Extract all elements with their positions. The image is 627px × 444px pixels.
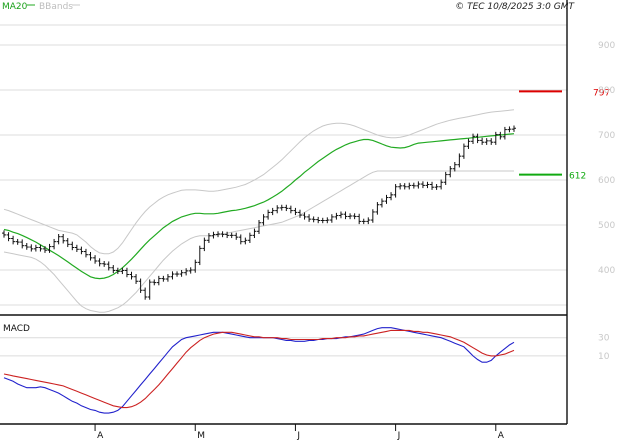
ma20-line-group	[3, 133, 515, 280]
price-y-tick-labels: 400 500 600 700 800 900	[598, 41, 615, 276]
price-y-tick-label: 400	[598, 266, 615, 276]
ma20-line	[3, 133, 515, 280]
price-y-tick-label: 500	[598, 221, 615, 231]
price-y-tick-label: 700	[598, 131, 615, 141]
price-y-tick-label: 800	[598, 86, 615, 96]
support-level-label: 612	[569, 172, 586, 182]
price-bars	[2, 125, 516, 300]
macd-y-tick-label: 10	[598, 352, 610, 362]
copyright-text: © TEC 10/8/2025 3:0 GMT	[455, 2, 575, 12]
legend-bbands: BBands	[39, 2, 73, 12]
bb-upper-line	[3, 109, 515, 255]
signal-line	[3, 329, 515, 409]
macd-y-tick-label: 30	[598, 334, 610, 344]
macd-line	[3, 327, 515, 414]
x-tick-label: A	[498, 431, 505, 440]
support-resistance-levels: 797 612	[519, 88, 610, 182]
macd-lines	[3, 327, 515, 414]
x-tick-label: J	[397, 431, 401, 440]
price-y-tick-label: 900	[598, 41, 615, 51]
macd-panel-title: MACD	[3, 324, 30, 334]
resistance-level-label: 797	[593, 88, 610, 98]
macd-y-tick-labels: 30 10	[598, 334, 610, 362]
x-tick-label: M	[197, 431, 205, 440]
x-tick-label: A	[97, 431, 104, 440]
legend-ma20: MA20	[2, 2, 28, 12]
x-tick-label: J	[296, 431, 300, 440]
price-gridlines	[0, 24, 567, 306]
price-y-tick-label: 600	[598, 176, 615, 186]
